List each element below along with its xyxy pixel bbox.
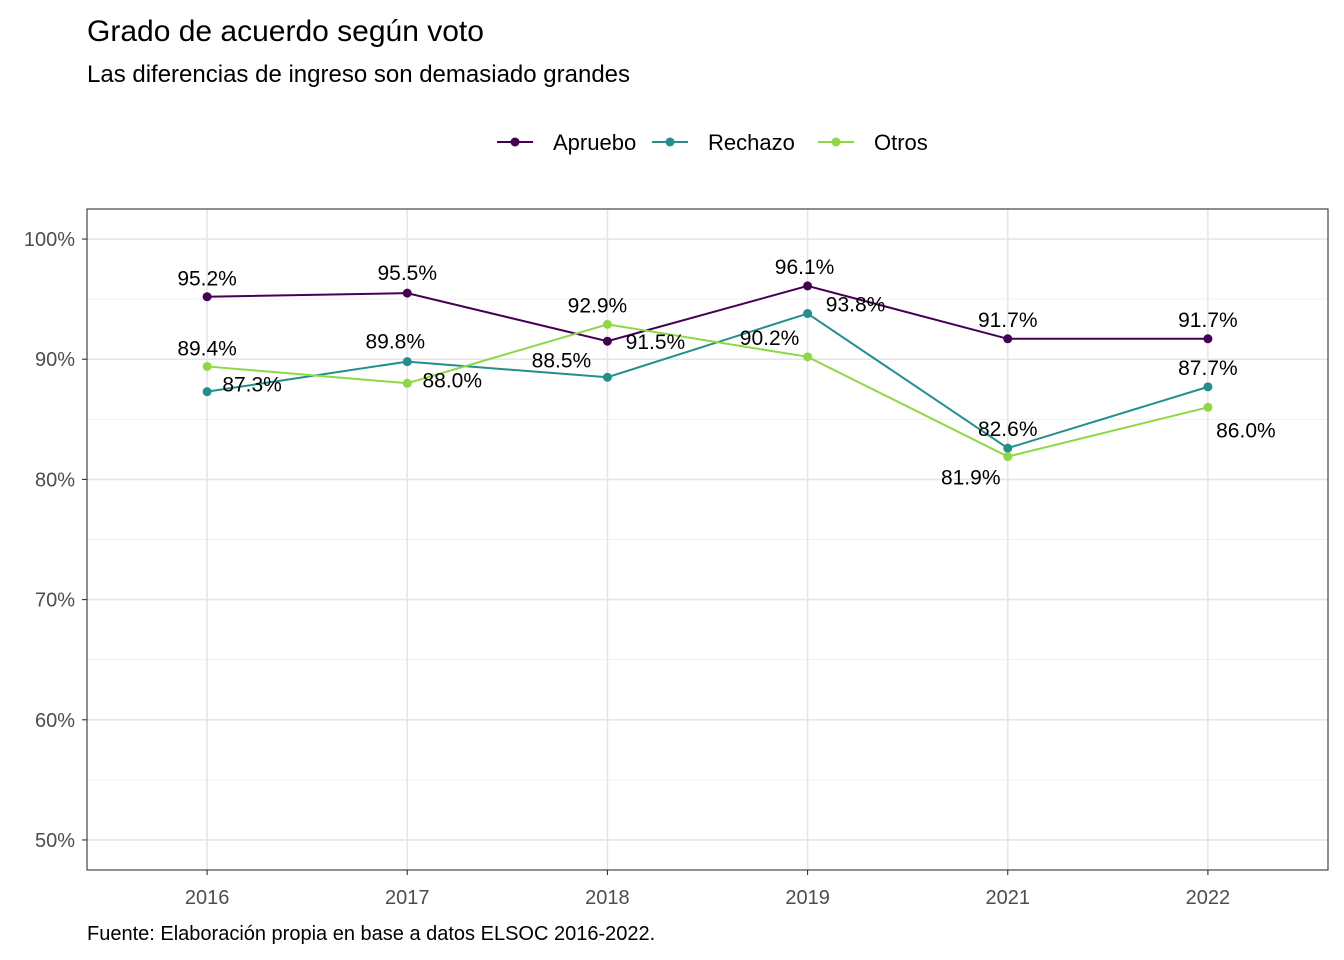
chart-title: Grado de acuerdo según voto [87, 15, 484, 48]
data-label-rechazo: 87.3% [222, 374, 282, 397]
x-tick-label: 2021 [985, 887, 1030, 909]
series-line-rechazo [206, 312, 1209, 450]
x-tick-label: 2018 [585, 887, 630, 909]
legend-key-point [831, 137, 841, 147]
data-point-rechazo [402, 357, 412, 367]
data-point-rechazo [1003, 443, 1013, 453]
series-otros [202, 319, 1213, 462]
legend-key-point [665, 137, 675, 147]
caption: Fuente: Elaboración propia en base a dat… [87, 923, 655, 945]
series-rechazo [202, 309, 1213, 453]
data-label-otros: 86.0% [1216, 419, 1276, 442]
legend-item-apruebo: Apruebo [497, 130, 636, 155]
legend-label: Rechazo [708, 130, 795, 155]
legend-key-point [510, 137, 520, 147]
data-point-rechazo [202, 387, 212, 397]
data-label-apruebo: 96.1% [775, 256, 835, 279]
data-point-otros [602, 319, 612, 329]
data-label-otros: 90.2% [740, 327, 800, 350]
data-label-rechazo: 87.7% [1178, 357, 1238, 380]
data-label-otros: 89.4% [177, 337, 237, 360]
legend-label: Otros [874, 130, 928, 155]
data-label-rechazo: 89.8% [365, 331, 425, 354]
data-point-apruebo [602, 336, 612, 346]
data-point-apruebo [1003, 334, 1013, 344]
legend-item-otros: Otros [818, 130, 928, 155]
y-tick-label: 70% [35, 590, 75, 612]
data-labels: 95.2% 95.5% 91.5% 96.1% 91.7% 91.7% 87.3% 89.8%… [177, 256, 1275, 490]
x-tick-label: 2017 [385, 887, 430, 909]
legend-label: Apruebo [553, 130, 636, 155]
data-point-otros [202, 361, 212, 371]
data-label-apruebo: 91.7% [978, 309, 1038, 332]
data-point-apruebo [803, 281, 813, 291]
data-label-apruebo: 91.5% [626, 331, 686, 354]
legend-item-rechazo: Rechazo [652, 130, 795, 155]
data-point-apruebo [402, 288, 412, 298]
data-label-apruebo: 95.5% [377, 262, 437, 285]
data-label-otros: 88.0% [422, 369, 482, 392]
grid-lines [87, 209, 1328, 870]
data-point-otros [402, 378, 412, 388]
x-axis: 2016 2017 2018 2019 2021 2022 [185, 870, 1230, 909]
data-point-otros [803, 352, 813, 362]
y-axis: 50% 60% 70% 80% 90% 100% [24, 229, 87, 852]
data-label-apruebo: 95.2% [177, 268, 237, 291]
data-point-rechazo [1203, 382, 1213, 392]
x-tick-label: 2016 [185, 887, 230, 909]
y-tick-label: 80% [35, 469, 75, 491]
data-point-apruebo [1203, 334, 1213, 344]
y-tick-label: 100% [24, 229, 75, 251]
y-tick-label: 50% [35, 830, 75, 852]
data-label-rechazo: 88.5% [532, 349, 592, 372]
data-point-otros [1003, 452, 1013, 462]
series-line-otros [207, 323, 1209, 458]
plot-panel: 95.2% 95.5% 91.5% 96.1% 91.7% 91.7% 87.3% 89.8%… [86, 208, 1329, 871]
series-line-apruebo [207, 284, 1208, 343]
data-point-rechazo [803, 309, 813, 319]
data-point-apruebo [202, 292, 212, 302]
y-tick-label: 60% [35, 710, 75, 732]
data-label-rechazo: 82.6% [978, 418, 1038, 441]
data-point-rechazo [602, 372, 612, 382]
legend: Apruebo Rechazo Otros [497, 130, 928, 155]
data-point-otros [1203, 402, 1213, 412]
data-label-otros: 92.9% [568, 294, 628, 317]
data-label-otros: 81.9% [941, 467, 1001, 490]
series-apruebo [202, 281, 1213, 346]
data-label-apruebo: 91.7% [1178, 309, 1238, 332]
x-tick-label: 2019 [785, 887, 830, 909]
panel-border [86, 208, 1329, 871]
data-label-rechazo: 93.8% [826, 294, 886, 317]
x-tick-label: 2022 [1186, 887, 1231, 909]
chart-subtitle: Las diferencias de ingreso son demasiado… [87, 61, 630, 88]
series-lines [202, 281, 1213, 462]
y-tick-label: 90% [35, 349, 75, 371]
